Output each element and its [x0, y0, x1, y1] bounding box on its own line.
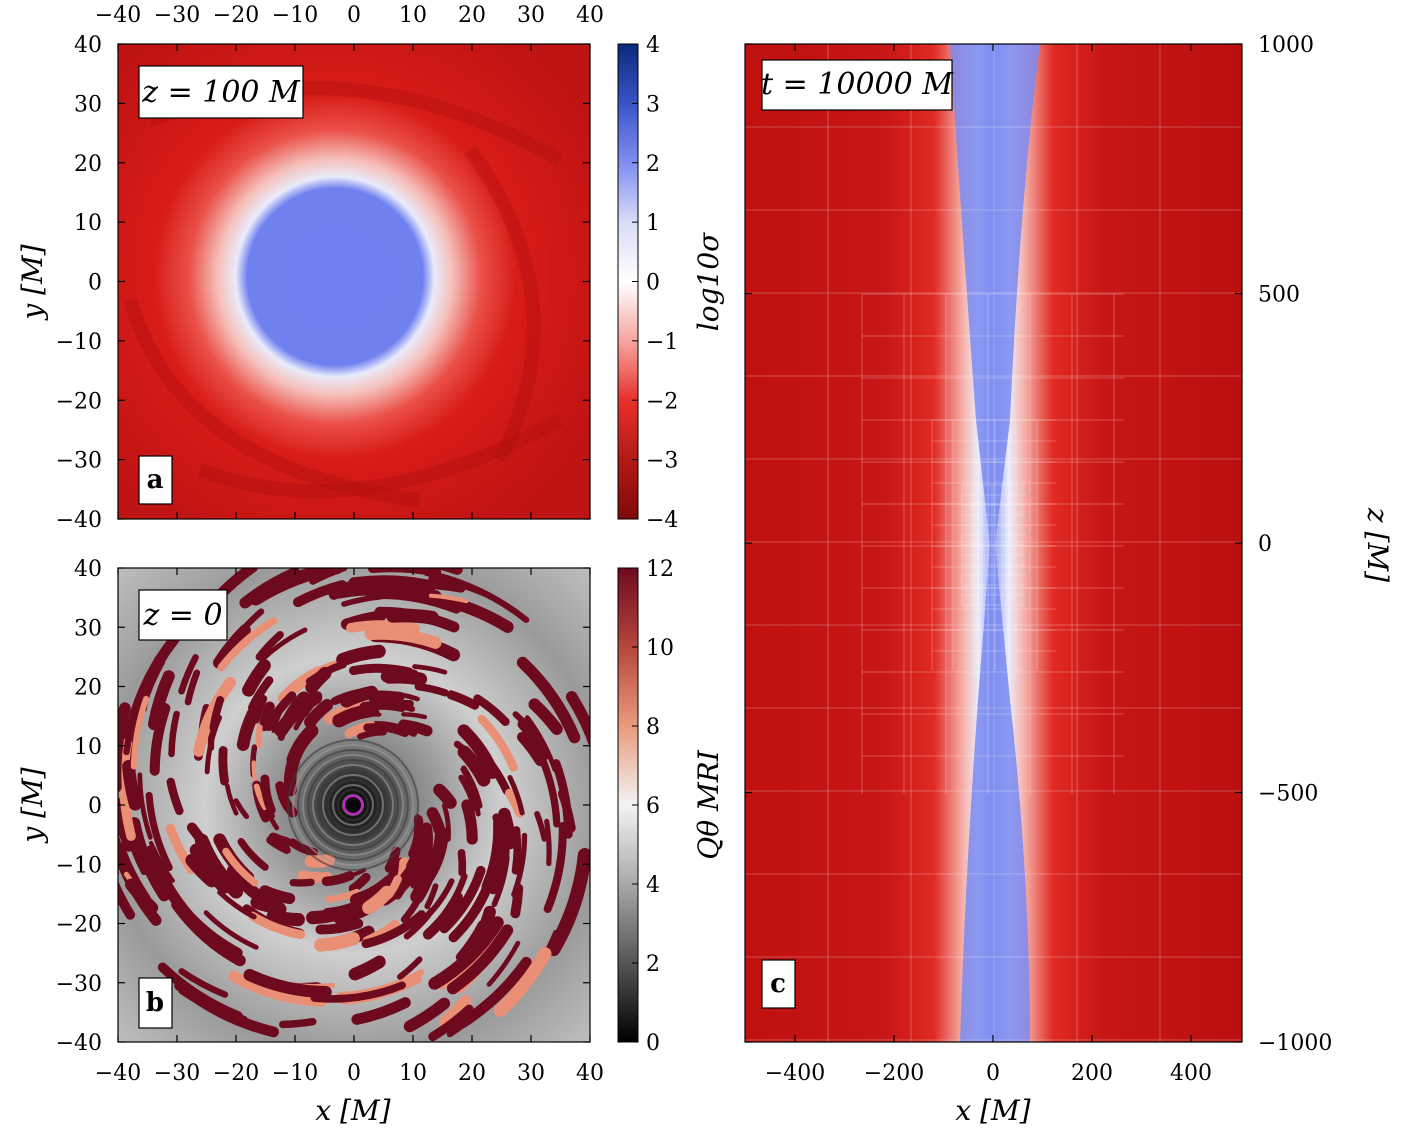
panel-b-swirls [118, 568, 590, 1042]
colorbar-tick-label: 2 [646, 152, 660, 177]
tick-label: 30 [517, 3, 545, 28]
panel-a-label-box: z = 100 M [138, 65, 304, 119]
panel-b-ylabel: y [M] [16, 767, 49, 844]
panel-b-axes: −40 −30 −20 −10 0 10 20 30 40403020100−10−20−30−… [56, 557, 604, 1086]
tick-label: −30 [154, 3, 200, 28]
tick-label: 0 [347, 1061, 361, 1086]
panel-c-label-box: t = 10000 M [761, 59, 954, 111]
colorbar-a: 4 3 2 1 0 −1 −2 −3 −4 log10σ [617, 33, 725, 533]
colorbar-tick-label: 6 [646, 794, 660, 819]
panel-b-label: z = 0 [142, 598, 222, 633]
amr-mesh [745, 44, 1242, 1042]
tick-label: −40 [56, 1031, 102, 1056]
panel-b-label-box: z = 0 [138, 589, 228, 641]
panel-c: −400 −200 0 200 400 1000 500 0 −500 −1000 t = 100… [744, 33, 1394, 1127]
tick-label: 20 [458, 3, 486, 28]
colorbar-tick-label: 1 [646, 211, 660, 236]
panel-b-letter-box: b [138, 977, 173, 1029]
tick-label: 40 [74, 557, 102, 582]
tick-label: −40 [95, 1061, 141, 1086]
panel-a-letter-box: a [138, 455, 173, 505]
tick-label: −20 [56, 913, 102, 938]
tick-label: 0 [1258, 532, 1272, 557]
tick-label: −10 [56, 853, 102, 878]
panel-a-axes: −40 −30 −20 −10 0 10 20 30 40403020100−10−20−30−… [56, 3, 604, 533]
tick-label: −40 [95, 3, 141, 28]
tick-label: 10 [399, 3, 427, 28]
tick-label: −10 [272, 3, 318, 28]
panel-b-xlabel: x [M] [315, 1094, 390, 1127]
tick-label: 400 [1170, 1061, 1212, 1086]
panel-c-xlabel: x [M] [955, 1094, 1030, 1127]
tick-label: 30 [74, 616, 102, 641]
tick-label: 10 [399, 1061, 427, 1086]
tick-label: −30 [56, 449, 102, 474]
tick-label: 0 [88, 794, 102, 819]
tick-label: 40 [576, 3, 604, 28]
colorbar-tick-label: 2 [646, 952, 660, 977]
tick-label: 20 [74, 152, 102, 177]
colorbar-tick-label: 8 [646, 715, 660, 740]
colorbar-tick-label: 4 [646, 873, 660, 898]
tick-label: 40 [576, 1061, 604, 1086]
tick-label: −200 [864, 1061, 924, 1086]
colorbar-a-label: log10σ [692, 232, 725, 331]
tick-label: 20 [74, 676, 102, 701]
panel-c-letter: c [770, 969, 786, 999]
panel-a-ylabel: y [M] [16, 244, 49, 321]
horizon-marker [343, 795, 363, 815]
colorbar-tick-label: −2 [646, 389, 678, 414]
tick-label: −40 [56, 508, 102, 533]
colorbar-tick-label: −1 [646, 330, 678, 355]
tick-label: −400 [765, 1061, 825, 1086]
tick-label: 0 [88, 271, 102, 296]
colorbar-b: 12 10 8 6 4 2 0 Qθ MRI [617, 557, 725, 1056]
tick-label: −20 [213, 1061, 259, 1086]
panel-a-letter: a [147, 465, 164, 495]
jet-core [950, 44, 1040, 1042]
tick-label: −30 [154, 1061, 200, 1086]
tick-label: −10 [272, 1061, 318, 1086]
colorbar-tick-label: 0 [646, 271, 660, 296]
tick-label: 30 [517, 1061, 545, 1086]
tick-label: −20 [56, 389, 102, 414]
tick-label: 1000 [1258, 33, 1314, 58]
panel-a: −40 −30 −20 −10 0 10 20 30 40403020100−10−20−30−… [16, 3, 604, 533]
panel-b: −40 −30 −20 −10 0 10 20 30 40403020100−10−20−30−… [16, 557, 604, 1127]
tick-label: 20 [458, 1061, 486, 1086]
colorbar-tick-label: 4 [646, 33, 660, 58]
panel-c-zlabel: z [M] [1361, 507, 1394, 582]
tick-label: 0 [986, 1061, 1000, 1086]
tick-label: −20 [213, 3, 259, 28]
panel-a-label: z = 100 M [141, 75, 301, 110]
tick-label: −30 [56, 972, 102, 997]
colorbar-tick-label: 0 [646, 1031, 660, 1056]
colorbar-tick-label: −3 [646, 449, 678, 474]
tick-label: −500 [1258, 782, 1318, 807]
tick-label: 200 [1071, 1061, 1113, 1086]
tick-label: 40 [74, 33, 102, 58]
panel-c-axes: −400 −200 0 200 400 1000 500 0 −500 −1000 [745, 33, 1332, 1086]
colorbar-b-label: Qθ MRI [692, 749, 725, 859]
tick-label: 30 [74, 92, 102, 117]
colorbar-tick-label: 12 [646, 557, 674, 582]
tick-label: −1000 [1258, 1031, 1332, 1056]
tick-label: 10 [74, 211, 102, 236]
tick-label: 500 [1258, 283, 1300, 308]
colorbar-tick-label: 3 [646, 92, 660, 117]
colorbar-tick-label: −4 [646, 508, 678, 533]
tick-label: 0 [347, 3, 361, 28]
colorbar-tick-label: 10 [646, 636, 674, 661]
panel-c-letter-box: c [761, 959, 796, 1009]
panel-a-image [118, 44, 590, 519]
tick-label: 10 [74, 735, 102, 760]
tick-label: −10 [56, 330, 102, 355]
panel-c-label: t = 10000 M [761, 67, 954, 102]
panel-b-letter: b [146, 988, 164, 1018]
